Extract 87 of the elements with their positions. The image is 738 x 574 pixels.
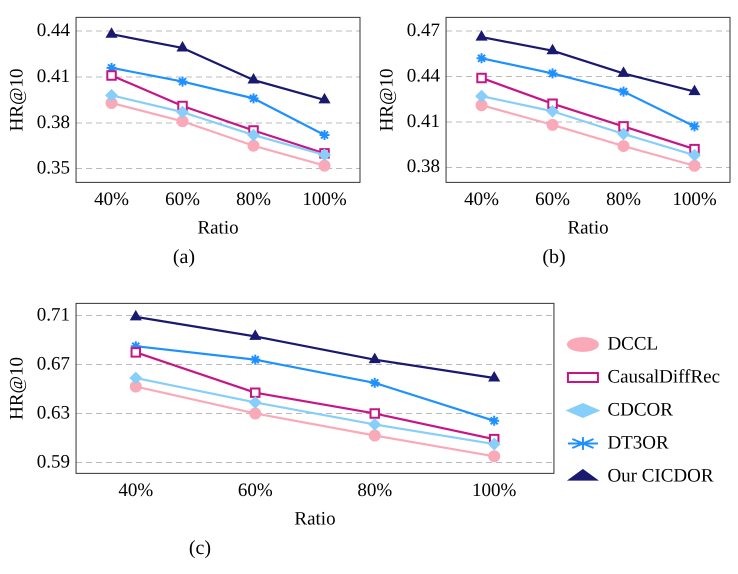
y-tick-label: 0.67 (36, 354, 70, 375)
point (488, 414, 500, 427)
x-tick-label: 100% (672, 188, 717, 210)
point (688, 149, 701, 162)
x-tick-label: 100% (302, 188, 347, 210)
text: (c) (188, 537, 212, 560)
x-tick-label: 40% (94, 188, 130, 210)
x-tick-label: 40% (464, 188, 500, 210)
y-tick-label: 0.41 (406, 110, 440, 132)
point (250, 387, 260, 398)
point (618, 128, 630, 140)
point (369, 354, 380, 364)
point (488, 450, 500, 462)
point (476, 72, 487, 84)
point (250, 330, 261, 340)
text: (b) (541, 246, 567, 269)
x-axis-title: Ratio (567, 218, 609, 239)
point (318, 129, 331, 142)
point (476, 52, 488, 64)
x-axis-title: Ratio (294, 508, 336, 530)
legend-label: CDCOR (607, 399, 674, 420)
point (248, 129, 260, 142)
x-tick-label: 60% (535, 188, 570, 210)
point (130, 372, 142, 384)
point (176, 106, 189, 118)
y-axis-title: HR@10 (6, 68, 28, 132)
point (319, 94, 330, 104)
x-tick-label: 80% (606, 188, 642, 210)
y-tick-label: 0.47 (406, 20, 440, 42)
point (546, 67, 559, 80)
point (547, 44, 558, 54)
point (368, 418, 381, 430)
point (177, 42, 188, 52)
point (318, 160, 331, 172)
point (106, 28, 117, 38)
point (248, 92, 260, 104)
point (688, 120, 701, 132)
point (476, 31, 487, 41)
x-tick-label: 40% (118, 480, 154, 501)
point (248, 74, 259, 84)
point (546, 105, 559, 118)
point (546, 118, 559, 131)
x-axis-title: Ratio (197, 218, 239, 239)
point (248, 140, 260, 152)
point (130, 347, 142, 358)
y-tick-label: 0.63 (36, 402, 70, 424)
point (689, 86, 700, 96)
point (618, 86, 630, 98)
y-axis-title: HR@10 (6, 356, 28, 420)
point (176, 115, 189, 128)
point (476, 90, 488, 102)
point (106, 89, 118, 102)
x-tick-label: 80% (236, 188, 272, 210)
y-tick-label: 0.71 (36, 304, 70, 326)
point (249, 354, 262, 366)
point (106, 70, 117, 81)
point (176, 76, 189, 88)
x-tick-label: 80% (357, 480, 392, 501)
text: (a) (172, 246, 196, 269)
y-tick-label: 0.59 (36, 451, 70, 472)
point (488, 372, 500, 382)
x-tick-label: 60% (165, 188, 200, 210)
y-tick-label: 0.35 (36, 158, 70, 179)
y-tick-label: 0.41 (36, 66, 70, 87)
x-tick-label: 60% (238, 480, 273, 501)
point (368, 429, 381, 442)
point (249, 396, 262, 408)
y-tick-label: 0.38 (406, 156, 440, 178)
point (618, 67, 629, 77)
point (488, 438, 500, 450)
y-axis-title: HR@10 (376, 68, 398, 132)
point (368, 376, 381, 389)
legend-label: DCCL (607, 333, 658, 354)
x-tick-label: 100% (472, 480, 517, 501)
legend-label: CausalDiffRec (607, 366, 720, 388)
y-tick-label: 0.44 (36, 20, 71, 42)
legend-label: Our CICDOR (607, 465, 714, 486)
point (369, 408, 380, 419)
point (688, 160, 701, 172)
point (476, 99, 488, 112)
point (130, 310, 142, 320)
point (618, 140, 630, 152)
point (130, 380, 142, 393)
point (249, 407, 262, 420)
y-tick-label: 0.38 (36, 112, 70, 133)
legend-label: DT3OR (607, 432, 669, 454)
y-tick-label: 0.44 (406, 65, 441, 86)
